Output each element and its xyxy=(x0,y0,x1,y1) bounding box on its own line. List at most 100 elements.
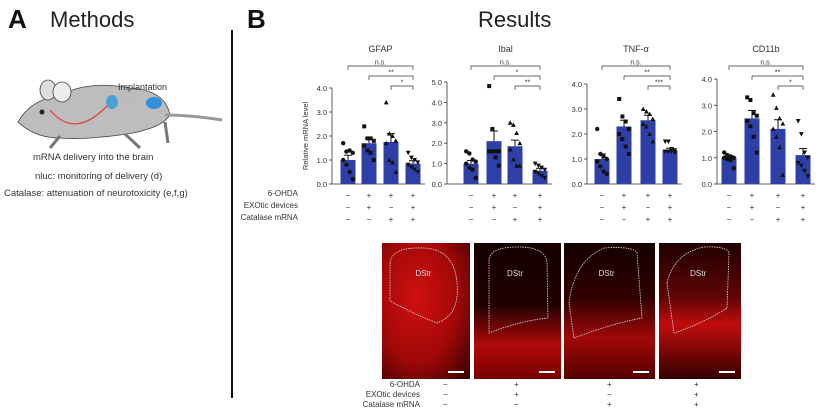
data-point xyxy=(754,113,759,118)
data-point xyxy=(514,163,519,168)
y-tick-label: 3.0 xyxy=(572,105,582,114)
data-point xyxy=(644,109,649,114)
data-point xyxy=(669,149,674,154)
bar-charts: GFAP Relative mRNA level 0.0 1.0 2.0 3.0 4.0 − −… xyxy=(301,44,815,224)
significance-label: ** xyxy=(644,70,650,77)
data-point xyxy=(770,92,776,97)
data-point xyxy=(412,158,417,163)
y-tick-label: 1.0 xyxy=(317,156,327,165)
data-point xyxy=(493,149,498,154)
significance-bracket xyxy=(601,65,671,70)
cond-label-6ohda: 6-OHDA xyxy=(267,189,298,198)
significance-bracket xyxy=(777,85,804,90)
img-cond-label-6ohda: 6-OHDA xyxy=(389,380,420,389)
data-point xyxy=(390,133,395,138)
y-tick-label: 2.0 xyxy=(432,139,442,148)
data-point xyxy=(799,132,804,137)
y-tick-label: 1.0 xyxy=(702,154,712,163)
condition-sign: + xyxy=(750,203,755,212)
scale-bar xyxy=(539,371,555,373)
data-point xyxy=(405,150,411,156)
data-point xyxy=(601,169,606,174)
data-point xyxy=(507,146,513,152)
chart-title: CD11b xyxy=(752,44,779,54)
microscopy-image: DStr xyxy=(474,243,561,379)
data-point xyxy=(672,150,678,156)
data-point xyxy=(511,157,516,162)
condition-sign: + xyxy=(538,215,543,224)
image-condition-sign: − xyxy=(514,400,519,409)
significance-label: *** xyxy=(655,80,663,87)
condition-sign: + xyxy=(367,191,372,200)
data-point xyxy=(666,149,671,154)
condition-sign: + xyxy=(668,203,673,212)
img-cond-label-catalase: Catalase mRNA xyxy=(362,400,420,409)
panel-a-letter: A xyxy=(8,4,27,34)
data-point xyxy=(507,120,513,125)
data-point xyxy=(390,159,395,165)
condition-sign: + xyxy=(538,203,543,212)
condition-sign: + xyxy=(367,203,372,212)
condition-sign: + xyxy=(411,215,416,224)
data-point xyxy=(623,119,628,124)
dstr-label: DStr xyxy=(598,269,615,278)
panel-b-title: Results xyxy=(478,7,552,32)
condition-sign: − xyxy=(389,203,394,212)
method-caption-nluc: nluc: monitoring of delivery (d) xyxy=(35,171,163,182)
condition-sign: + xyxy=(776,191,781,200)
data-point xyxy=(623,144,628,149)
bar xyxy=(721,157,737,184)
data-point xyxy=(350,150,355,155)
data-point xyxy=(496,149,501,154)
data-point xyxy=(344,162,349,167)
data-point xyxy=(626,127,631,131)
y-tick-label: 2.0 xyxy=(572,130,582,139)
data-point xyxy=(748,124,753,129)
data-point xyxy=(341,141,346,146)
condition-sign: − xyxy=(513,203,518,212)
condition-sign: + xyxy=(801,191,806,200)
bar xyxy=(405,163,421,184)
data-point xyxy=(595,159,600,164)
y-axis-label: Relative mRNA level xyxy=(301,101,310,170)
data-point xyxy=(532,161,538,167)
condition-sign: − xyxy=(727,191,732,200)
significance-bracket xyxy=(514,85,541,90)
data-point xyxy=(745,119,750,123)
dstr-label: DStr xyxy=(507,269,524,278)
image-condition-sign: + xyxy=(694,400,699,409)
data-point xyxy=(620,114,625,119)
data-point xyxy=(387,131,392,136)
chart-title: GFAP xyxy=(368,44,392,54)
data-point xyxy=(487,84,492,89)
data-point xyxy=(601,154,606,159)
data-point xyxy=(669,147,674,152)
significance-bracket xyxy=(368,75,414,80)
data-point xyxy=(666,139,671,144)
image-condition-sign: − xyxy=(443,390,448,399)
data-point xyxy=(409,165,414,170)
dstr-outline xyxy=(389,247,458,324)
img-cond-label-exotic: EXOtic devices xyxy=(365,390,420,399)
data-point xyxy=(405,162,411,168)
condition-sign: + xyxy=(668,191,673,200)
condition-sign: + xyxy=(513,191,518,200)
data-point xyxy=(517,140,523,146)
scale-bar xyxy=(633,371,649,373)
data-point xyxy=(393,138,399,143)
bar xyxy=(486,141,502,184)
data-point xyxy=(368,136,373,141)
data-point xyxy=(493,155,498,160)
data-point xyxy=(464,161,469,166)
data-point xyxy=(409,155,414,161)
condition-sign: − xyxy=(492,215,497,224)
dstr-outline xyxy=(568,247,643,339)
condition-sign: + xyxy=(750,191,755,200)
data-point xyxy=(774,134,779,139)
microscopy-image: DStr xyxy=(382,243,470,379)
data-point xyxy=(748,98,753,102)
condition-sign: − xyxy=(750,215,755,224)
data-point xyxy=(662,149,668,154)
bar xyxy=(361,143,377,184)
